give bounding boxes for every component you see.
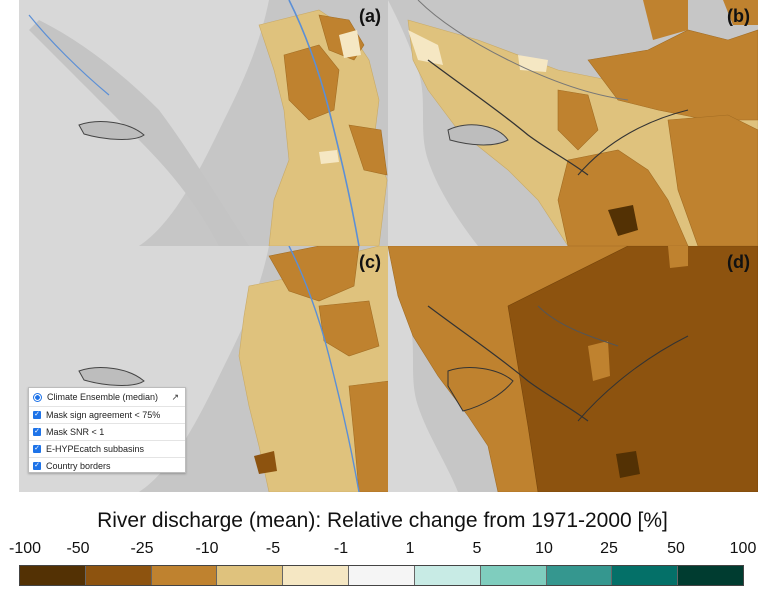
checkbox-checked-icon[interactable]: ✓ [33, 411, 41, 419]
legend-tick: -1 [333, 540, 349, 557]
layer-option-mask-snr[interactable]: ✓ Mask SNR < 1 [29, 424, 185, 441]
map-a-canvas [19, 0, 389, 246]
legend-swatch [349, 566, 415, 585]
expand-arrow-icon[interactable]: ↗ [171, 391, 179, 402]
legend-colorbar [19, 565, 744, 586]
legend-swatch [546, 566, 613, 585]
legend-tick: 50 [667, 540, 685, 557]
legend-swatch [217, 566, 284, 585]
panel-label-b: (b) [727, 6, 750, 26]
legend-tick: 1 [405, 540, 415, 557]
ensemble-selector[interactable]: Climate Ensemble (median) ↗ [29, 388, 185, 407]
checkbox-checked-icon[interactable]: ✓ [33, 428, 41, 436]
layer-option-label: E-HYPEcatch subbasins [46, 444, 145, 454]
legend-swatch [20, 566, 86, 585]
legend-swatch [414, 566, 481, 585]
layer-control-panel: Climate Ensemble (median) ↗ ✓ Mask sign … [28, 387, 186, 473]
map-b-canvas [388, 0, 758, 246]
layer-option-subbasins[interactable]: ✓ E-HYPEcatch subbasins [29, 441, 185, 458]
legend-tick: -25 [130, 540, 154, 557]
checkbox-checked-icon[interactable]: ✓ [33, 445, 41, 453]
layer-option-country-borders[interactable]: ✓ Country borders [29, 458, 185, 474]
panel-label-d: (d) [727, 252, 750, 272]
radio-icon[interactable] [33, 392, 42, 402]
layer-option-mask-sign[interactable]: ✓ Mask sign agreement < 75% [29, 407, 185, 424]
legend-ticks: -100 -50 -25 -10 -5 -1 1 5 10 25 50 100 [0, 540, 765, 560]
legend-tick: -100 [8, 540, 42, 557]
legend-tick: -10 [195, 540, 219, 557]
legend-tick: 25 [600, 540, 618, 557]
layer-option-label: Mask SNR < 1 [46, 427, 105, 437]
legend-swatch [151, 566, 218, 585]
panel-label-c: (c) [359, 252, 381, 272]
legend-swatch [480, 566, 547, 585]
legend-tick: 5 [472, 540, 482, 557]
legend-tick: 10 [535, 540, 553, 557]
legend-swatch [85, 566, 152, 585]
panel-label-a: (a) [359, 6, 381, 26]
legend-tick: -5 [265, 540, 281, 557]
legend-swatch [612, 566, 679, 585]
map-panel-a[interactable]: (a) [19, 0, 389, 246]
map-panel-d[interactable]: (d) [388, 246, 758, 492]
legend-tick: -50 [66, 540, 90, 557]
legend-swatch [678, 566, 743, 585]
ensemble-label: Climate Ensemble (median) [47, 392, 159, 402]
legend-swatch [283, 566, 350, 585]
checkbox-checked-icon[interactable]: ✓ [33, 462, 41, 470]
layer-option-label: Mask sign agreement < 75% [46, 410, 161, 420]
map-panel-b[interactable]: (b) [388, 0, 758, 246]
legend-tick: 100 [729, 540, 757, 557]
layer-option-label: Country borders [46, 461, 111, 471]
legend-title: River discharge (mean): Relative change … [97, 509, 668, 532]
map-d-canvas [388, 246, 758, 492]
